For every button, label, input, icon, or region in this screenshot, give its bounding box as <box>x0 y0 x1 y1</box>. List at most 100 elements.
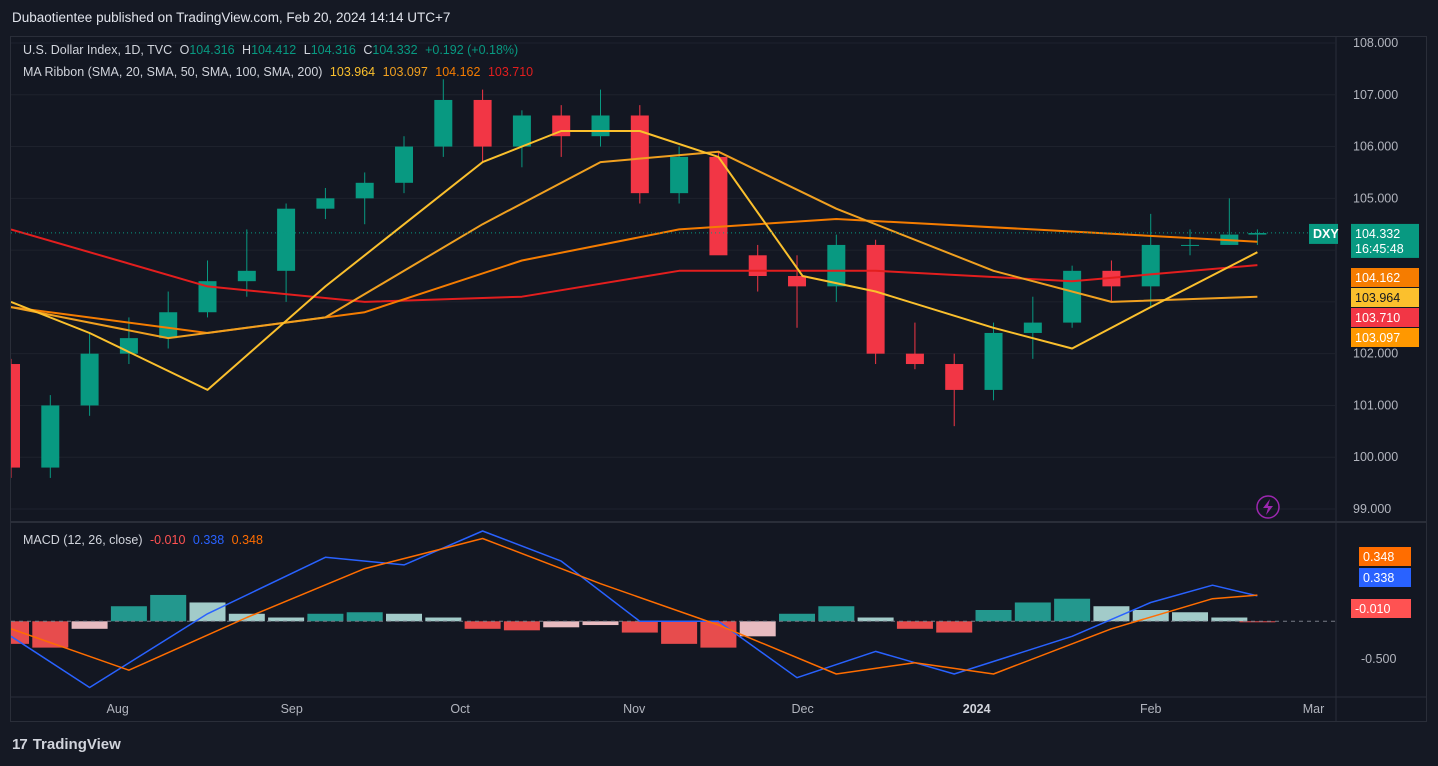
candle-body <box>1181 244 1200 246</box>
low-label: L <box>303 43 311 57</box>
macd-legend: MACD (12, 26, close) -0.010 0.338 0.348 <box>23 533 267 547</box>
ma-badge-value: 103.710 <box>1355 311 1400 325</box>
open-label: O <box>179 43 190 57</box>
macd-tick-label: -0.500 <box>1361 652 1396 666</box>
last-price-badge <box>1351 223 1419 258</box>
candle-body <box>630 115 649 194</box>
publish-info: Dubaotientee published on TradingView.co… <box>12 10 451 25</box>
macd-badge-value: 0.348 <box>1363 550 1394 564</box>
macd-title[interactable]: MACD (12, 26, close) <box>23 533 143 547</box>
macd-line-value: 0.338 <box>192 533 225 547</box>
price-tick-label: 102.000 <box>1353 347 1398 361</box>
tradingview-brand: TradingView <box>32 736 121 753</box>
price-tick-label: 108.000 <box>1353 37 1398 50</box>
candle-body <box>827 244 846 287</box>
symbol-title[interactable]: U.S. Dollar Index, 1D, TVC <box>23 43 173 57</box>
ma-badge-value: 104.162 <box>1355 271 1400 285</box>
candle-body <box>473 99 492 147</box>
macd-histogram-bar <box>1093 606 1130 622</box>
lightning-icon <box>1256 495 1280 519</box>
candle-body <box>1063 270 1082 323</box>
time-tick-label: Mar <box>1303 702 1325 716</box>
candle-body <box>434 99 453 147</box>
time-tick-label: Dec <box>792 702 814 716</box>
ma-badge <box>1351 288 1419 307</box>
high-value: 104.412 <box>251 43 297 57</box>
macd-histogram-bar <box>1054 598 1091 622</box>
ma-badge <box>1351 328 1419 347</box>
ma50-line <box>11 150 1258 340</box>
candle-body <box>11 364 20 468</box>
macd-histogram-bar <box>503 621 540 631</box>
macd-histogram-bar <box>189 602 226 622</box>
ma200-line <box>11 228 1258 303</box>
macd-histogram-bar <box>32 621 69 648</box>
price-tick-label: 107.000 <box>1353 88 1398 102</box>
candle-body <box>316 198 335 209</box>
candle-body <box>395 146 414 183</box>
time-tick-label: Nov <box>623 702 646 716</box>
price-tick-label: 105.000 <box>1353 191 1398 205</box>
macd-histogram-bar <box>896 621 933 629</box>
close-label: C <box>363 43 373 57</box>
ohlc-legend: U.S. Dollar Index, 1D, TVC O104.316 H104… <box>23 43 522 57</box>
candle-body <box>788 276 807 287</box>
macd-badge-value: -0.010 <box>1355 602 1390 616</box>
candle-body <box>1141 244 1160 287</box>
candle-body <box>41 405 60 468</box>
macd-histogram-bar <box>661 621 698 644</box>
macd-histogram-bar <box>150 594 187 622</box>
candle-body <box>198 281 217 313</box>
price-tick-label: 101.000 <box>1353 398 1398 412</box>
ma-title[interactable]: MA Ribbon (SMA, 20, SMA, 50, SMA, 100, S… <box>23 65 323 79</box>
candle-body <box>748 255 767 276</box>
ma-badge <box>1351 268 1419 287</box>
tradingview-logo[interactable]: 17 TradingView <box>12 736 121 753</box>
candle-body <box>355 182 374 199</box>
macd-signal-line <box>11 537 1258 675</box>
candle-body <box>709 156 728 256</box>
macd-hist-value: -0.010 <box>149 533 186 547</box>
chart-svg[interactable]: 108.000 107.000 106.000 105.000 102.000 101.0… <box>11 37 1426 721</box>
candle-body <box>237 270 256 282</box>
time-tick-label: 2024 <box>963 702 991 716</box>
macd-histogram-bar <box>268 617 305 622</box>
ma50-value: 103.097 <box>382 65 428 79</box>
macd-histogram-bar <box>1132 610 1169 622</box>
macd-line <box>11 530 1258 689</box>
tradingview-logo-icon: 17 <box>12 736 28 753</box>
dxy-badge <box>1309 223 1338 244</box>
lightning-bolt-icon <box>1263 499 1273 515</box>
low-value: 104.316 <box>310 43 356 57</box>
macd-histogram-bar <box>582 621 619 626</box>
dxy-label: DXY <box>1313 227 1339 241</box>
high-label: H <box>242 43 252 57</box>
bottom-bar <box>0 722 1438 766</box>
macd-histogram-bar <box>818 606 855 622</box>
macd-badge <box>1359 568 1411 587</box>
ma-badge-value: 103.964 <box>1355 291 1400 305</box>
macd-histogram-bar <box>543 621 580 628</box>
macd-histogram-bar <box>386 613 423 622</box>
time-tick-label: Feb <box>1140 702 1162 716</box>
change-value: +0.192 (+0.18%) <box>425 43 519 57</box>
macd-histogram-bar <box>110 606 147 622</box>
macd-histogram-bar <box>71 621 108 629</box>
top-bar: Dubaotientee published on TradingView.co… <box>0 0 1438 36</box>
macd-badge <box>1351 599 1411 618</box>
price-tick-label: 99.000 <box>1353 502 1391 516</box>
ma200-value: 103.710 <box>487 65 534 79</box>
candle-body <box>984 332 1003 390</box>
macd-badge <box>1359 547 1411 566</box>
macd-signal-value: 0.348 <box>231 533 263 547</box>
macd-histogram-bar <box>1211 617 1248 622</box>
candle-body <box>159 312 178 339</box>
ma-badge-value: 103.097 <box>1355 331 1400 345</box>
ma20-value: 103.964 <box>329 65 376 79</box>
macd-histogram-bar <box>346 612 383 622</box>
ma20-line <box>11 130 1258 391</box>
chart-panel[interactable]: 108.000 107.000 106.000 105.000 102.000 101.0… <box>10 36 1427 722</box>
candle-body <box>866 244 885 354</box>
macd-histogram-bar <box>779 613 816 622</box>
open-value: 104.316 <box>189 43 235 57</box>
